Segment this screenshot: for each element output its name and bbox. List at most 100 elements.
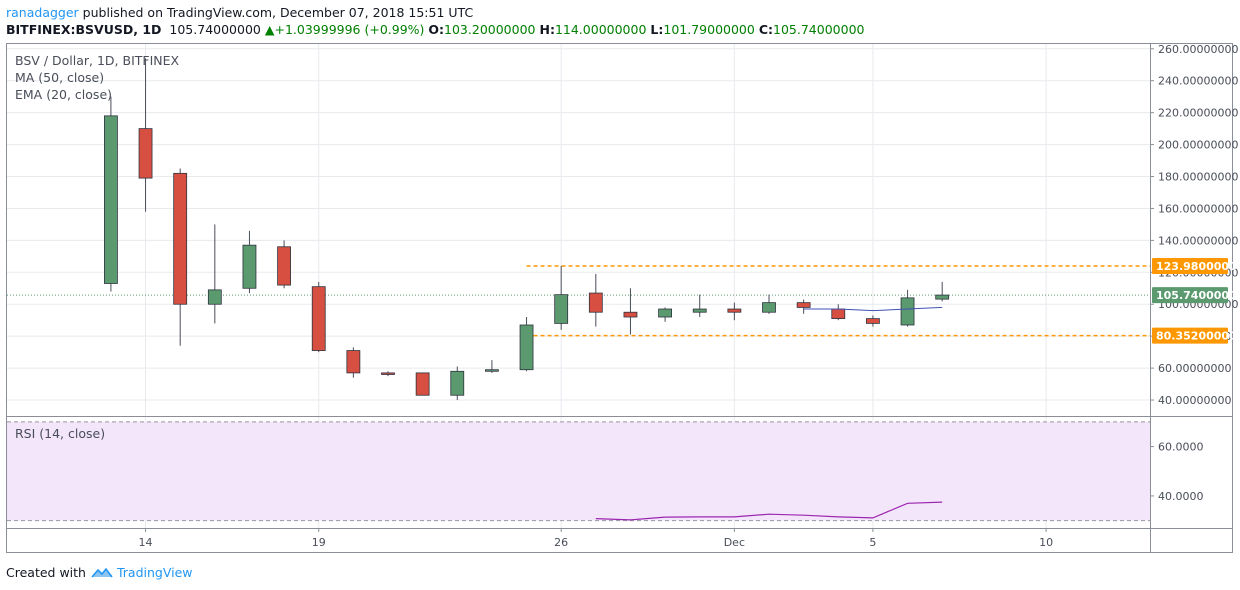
grid (7, 44, 1150, 528)
resistance-tag-bg (1152, 257, 1228, 274)
tradingview-logo-icon (91, 567, 113, 578)
candle-body (900, 297, 915, 326)
candle-body (485, 369, 499, 372)
candle-body (450, 370, 465, 396)
candle-up (935, 281, 950, 302)
candle-up (658, 307, 672, 322)
candle-body (658, 308, 672, 318)
candle-body (311, 286, 326, 351)
horizontal-levels (7, 265, 1150, 337)
time-tick-label: 26 (554, 536, 568, 549)
candles (104, 58, 950, 401)
chart-frame[interactable] (6, 43, 1233, 553)
footer: Created with TradingView (6, 565, 193, 580)
last-price-tag-bg (1152, 287, 1228, 304)
ohlc-bar: BITFINEX:BSVUSD, 1D 105.74000000 ▲+1.039… (6, 22, 864, 37)
price-tick-label: 260.00000000 (1158, 43, 1238, 56)
low-label: L: (650, 22, 664, 37)
rsi-tick-label: 40.0000 (1158, 490, 1204, 503)
candle-body (415, 372, 430, 396)
candle-up (762, 294, 776, 314)
candle-up (207, 224, 222, 324)
price-tick-label: 140.00000000 (1158, 234, 1238, 247)
candle-body (692, 308, 707, 313)
candle-body (935, 294, 950, 300)
time-tick-label: 14 (139, 536, 153, 549)
candle-body (104, 115, 118, 284)
tradingview-brand[interactable]: TradingView (116, 565, 193, 580)
high-value: 114.00000000 (554, 22, 647, 37)
price-tick-label: 180.00000000 (1158, 171, 1238, 184)
ema-legend: EMA (20, close) (15, 87, 113, 102)
last-price: 105.74000000 (169, 22, 261, 37)
candle-body (346, 350, 361, 374)
ma-line (803, 306, 943, 312)
change-arrow-icon: ▲ (264, 22, 275, 37)
price-tick-label: 160.00000000 (1158, 202, 1238, 215)
candle-down (173, 168, 188, 346)
candle-up (104, 96, 118, 292)
time-tick-label: 5 (869, 536, 876, 549)
published-text: published on TradingView.com, December 0… (78, 5, 474, 20)
symbol-label: BITFINEX:BSVUSD, 1D (6, 22, 162, 37)
time-tick-label: 19 (312, 536, 326, 549)
rsi-line (595, 501, 943, 521)
candle-down (138, 58, 153, 212)
candle-body (277, 246, 291, 286)
candle-body (831, 308, 846, 320)
support-tag: 80.35200000 (1152, 327, 1237, 344)
candle-body (173, 172, 188, 305)
candle-down (346, 347, 361, 378)
candle-down (866, 315, 880, 327)
candle-down (727, 302, 742, 321)
rsi-legend: RSI (14, close) (15, 426, 106, 441)
candle-body (519, 324, 534, 371)
ma-legend: MA (50, close) (15, 70, 105, 85)
close-value: 105.74000000 (773, 22, 865, 37)
open-label: O: (428, 22, 445, 37)
candle-body (623, 311, 638, 318)
rsi-band (7, 421, 1150, 521)
candle-up (519, 317, 534, 372)
candle-down (623, 288, 638, 335)
change-value: +1.03999996 (+0.99%) (274, 22, 425, 37)
candle-up (485, 360, 499, 373)
close-label: C: (758, 22, 774, 37)
last-price-tag: 105.74000000 (1152, 287, 1240, 304)
last-price-tag-label: 105.74000000 (1156, 289, 1240, 302)
candle-down (415, 372, 430, 396)
candle-body (138, 128, 153, 179)
candle-up (692, 294, 707, 318)
candle-body (242, 244, 257, 289)
price-tick-label: 60.00000000 (1158, 362, 1231, 375)
rsi-pane (7, 421, 1150, 522)
price-tick-label: 200.00000000 (1158, 139, 1238, 152)
candle-body (796, 302, 811, 308)
candle-up (242, 230, 257, 294)
time-tick-label: Dec (724, 536, 745, 549)
time-tick-label: 10 (1039, 536, 1053, 549)
author-link[interactable]: ranadagger (6, 5, 79, 20)
candle-body (381, 372, 395, 375)
price-tick-label: 220.00000000 (1158, 107, 1238, 120)
candle-down (381, 371, 395, 377)
resistance-tag-label: 123.98000000 (1156, 260, 1240, 273)
candle-down (588, 273, 603, 327)
low-value: 101.79000000 (663, 22, 755, 37)
candle-up (900, 289, 915, 327)
support-tag-label: 80.35200000 (1156, 330, 1237, 343)
rsi-tick-label: 60.0000 (1158, 441, 1204, 454)
candle-down (831, 304, 846, 321)
candle-body (866, 318, 880, 324)
support-tag-bg (1152, 327, 1228, 344)
candle-body (207, 289, 222, 305)
publish-info: ranadagger published on TradingView.com,… (6, 5, 473, 20)
created-with-text: Created with (6, 565, 86, 580)
chart-title: BSV / Dollar, 1D, BITFINEX (15, 53, 180, 68)
candle-up (554, 265, 569, 330)
candle-down (311, 281, 326, 353)
open-value: 103.20000000 (444, 22, 536, 37)
candle-up (450, 366, 465, 401)
axes: 40.0000000060.0000000080.00000000100.000… (7, 43, 1240, 552)
